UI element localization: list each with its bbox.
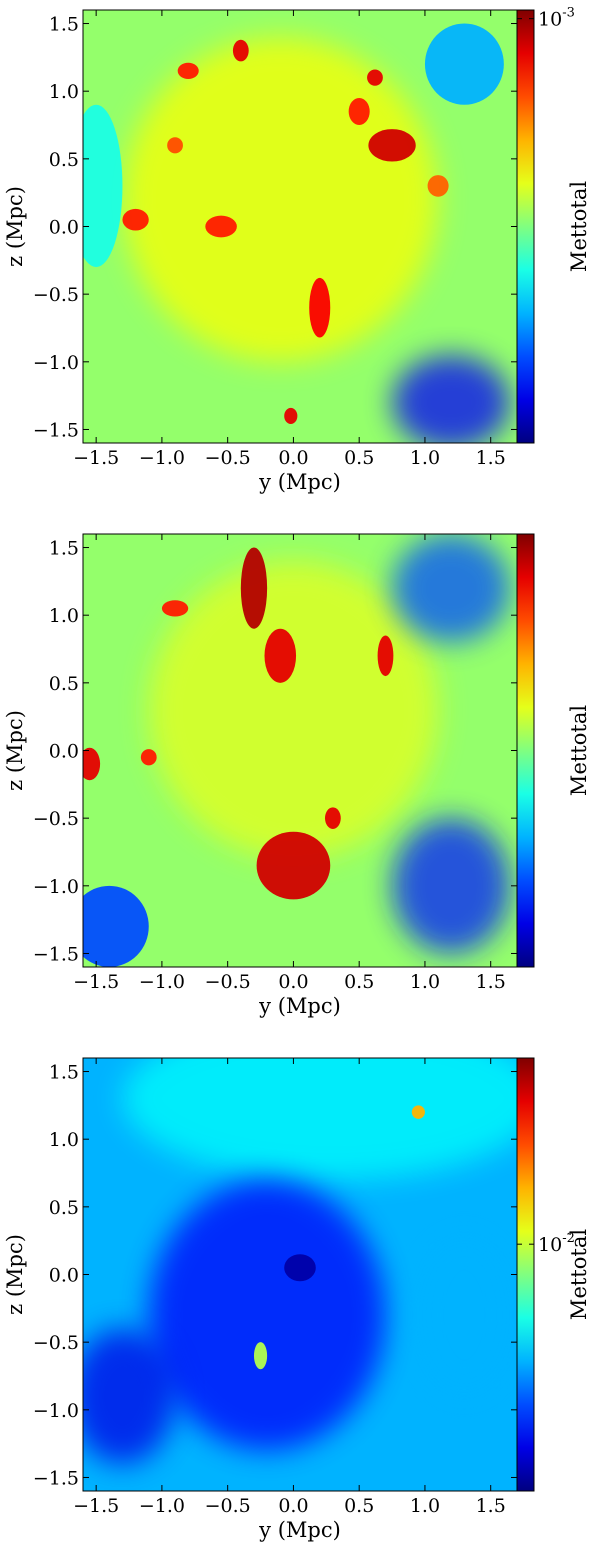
x-tick-label: 1.5 xyxy=(476,971,506,993)
x-tick-label: −1.5 xyxy=(73,971,119,993)
chart-1-svg: 10-3 Mettotal −1.5 −1.0 −0.5 0.0 0.5 1.0 1.5 −1.5… xyxy=(3,6,591,494)
x-tick-label: −1.5 xyxy=(73,1495,119,1517)
x-tick-label: 0.0 xyxy=(278,971,308,993)
heatmap-feature xyxy=(324,807,341,829)
heatmap-field xyxy=(83,1058,517,1464)
heatmap-feature xyxy=(264,628,297,683)
colorbar-tick-label: 10-3 xyxy=(538,6,575,31)
y-tick-label: 1.0 xyxy=(49,605,79,627)
heatmap-feature xyxy=(83,885,149,967)
x-tick-label: −1.0 xyxy=(139,447,185,469)
y-tick-label: 1.0 xyxy=(49,1129,79,1151)
heatmap-feature xyxy=(205,215,237,238)
heatmap-feature xyxy=(122,208,149,231)
heatmap-feature xyxy=(284,407,298,425)
heatmap-feature xyxy=(367,69,383,86)
y-tick-label: 0.0 xyxy=(49,741,79,763)
heatmap-feature xyxy=(177,62,199,80)
x-tick-label: 1.0 xyxy=(410,447,440,469)
heatmap-feature xyxy=(411,1233,517,1397)
heatmap-feature xyxy=(240,547,268,629)
y-tick-label: −1.0 xyxy=(33,352,79,374)
y-tick-label: −1.5 xyxy=(33,419,79,441)
x-tick-label: −0.5 xyxy=(205,971,251,993)
heatmap-feature xyxy=(411,1105,425,1119)
colorbar xyxy=(516,1057,535,1492)
y-tick-label: −1.5 xyxy=(33,1467,79,1489)
y-axis-label: z (Mpc) xyxy=(3,1234,27,1315)
y-axis-label: z (Mpc) xyxy=(3,186,27,267)
heatmap-feature xyxy=(309,277,331,338)
heatmap-feature xyxy=(392,355,511,443)
x-tick-label: −1.0 xyxy=(139,971,185,993)
x-tick-label: 0.5 xyxy=(344,971,374,993)
y-tick-label: 0.0 xyxy=(49,217,79,239)
y-tick-label: −1.0 xyxy=(33,1400,79,1422)
x-axis-label: y (Mpc) xyxy=(258,994,341,1018)
y-tick-label: −0.5 xyxy=(33,1332,79,1354)
chart-panel-1: 10-3 Mettotal −1.5 −1.0 −0.5 0.0 0.5 1.0 1.5 −1.5… xyxy=(0,0,600,516)
chart-2-svg: Mettotal −1.5 −1.0 −0.5 0.0 0.5 1.0 1.5 −1.5 −1.0… xyxy=(3,533,591,1018)
colorbar xyxy=(516,9,535,444)
x-tick-label: −1.5 xyxy=(73,447,119,469)
x-tick-label: 1.0 xyxy=(410,1495,440,1517)
y-tick-label: 0.5 xyxy=(49,149,79,171)
y-axis-label: z (Mpc) xyxy=(3,710,27,791)
colorbar-label: Mettotal xyxy=(567,181,591,272)
y-tick-label: −0.5 xyxy=(33,284,79,306)
heatmap-feature xyxy=(83,1328,176,1464)
heatmap-feature xyxy=(256,831,331,900)
y-tick-label: 0.0 xyxy=(49,1265,79,1287)
x-tick-label: 1.5 xyxy=(476,1495,506,1517)
heatmap-feature xyxy=(167,137,183,154)
x-axis-label: y (Mpc) xyxy=(258,1518,341,1542)
heatmap-feature xyxy=(392,818,511,954)
heatmap-feature xyxy=(424,23,504,105)
heatmap-feature xyxy=(122,1058,517,1180)
x-tick-label: 1.0 xyxy=(410,971,440,993)
y-tick-label: −1.5 xyxy=(33,943,79,965)
heatmap-feature xyxy=(148,1179,386,1451)
x-tick-label: 0.0 xyxy=(278,447,308,469)
x-tick-label: 0.5 xyxy=(344,447,374,469)
heatmap-feature xyxy=(140,749,157,766)
chart-panel-2: Mettotal −1.5 −1.0 −0.5 0.0 0.5 1.0 1.5 −1.5 −1.0… xyxy=(0,524,600,1040)
heatmap-feature xyxy=(284,1254,316,1282)
y-tick-label: −0.5 xyxy=(33,808,79,830)
x-tick-label: −0.5 xyxy=(205,1495,251,1517)
x-tick-label: 0.0 xyxy=(278,1495,308,1517)
heatmap-feature xyxy=(232,39,249,62)
heatmap-feature xyxy=(122,37,439,362)
heatmap-field xyxy=(83,534,511,967)
heatmap-feature xyxy=(83,747,101,781)
y-tick-label: 0.5 xyxy=(49,673,79,695)
x-tick-label: 0.5 xyxy=(344,1495,374,1517)
heatmap-feature xyxy=(253,1342,268,1370)
heatmap-feature xyxy=(148,561,439,859)
heatmap-feature xyxy=(377,635,394,677)
y-tick-label: 1.5 xyxy=(49,14,79,36)
x-tick-label: −1.0 xyxy=(139,1495,185,1517)
y-tick-label: 1.5 xyxy=(49,1062,79,1084)
heatmap-feature xyxy=(368,129,416,162)
x-tick-label: 1.5 xyxy=(476,447,506,469)
colorbar-label: Mettotal xyxy=(567,1229,591,1320)
colorbar xyxy=(516,533,535,968)
y-tick-label: −1.0 xyxy=(33,876,79,898)
y-tick-label: 1.5 xyxy=(49,538,79,560)
x-axis-label: y (Mpc) xyxy=(258,470,341,494)
y-tick-label: 0.5 xyxy=(49,1197,79,1219)
heatmap-feature xyxy=(348,97,370,126)
y-tick-label: 1.0 xyxy=(49,81,79,103)
colorbar-label: Mettotal xyxy=(567,705,591,796)
x-tick-label: −0.5 xyxy=(205,447,251,469)
chart-panel-3: 10-2 Mettotal −1.5 −1.0 −0.5 0.0 0.5 1.0 1.5 −1.5… xyxy=(0,1048,600,1564)
heatmap-field xyxy=(83,23,511,443)
heatmap-feature xyxy=(83,104,123,268)
heatmap-feature xyxy=(392,534,511,643)
heatmap-feature xyxy=(427,175,449,197)
colorbar-tick-label: 10-2 xyxy=(538,1231,575,1256)
heatmap-feature xyxy=(161,600,189,617)
